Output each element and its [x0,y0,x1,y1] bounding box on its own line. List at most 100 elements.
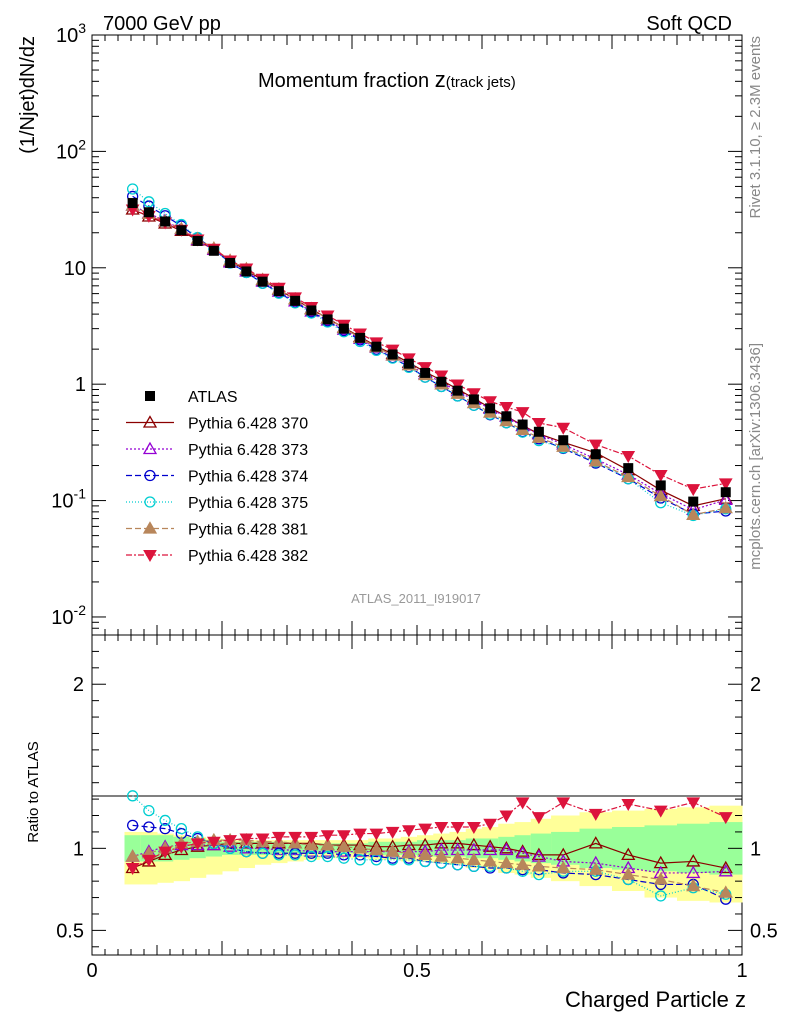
data-point-atlas [485,403,496,414]
data-point-atlas [192,235,203,246]
data-point-atlas [176,225,187,236]
ratio-y-tick-label-right: 1 [750,838,761,860]
ratio-point-pythia-6-428-382 [515,797,530,810]
ratio-point-pythia-6-428-381 [588,862,603,875]
ratio-y-axis-label: Ratio to ATLAS [25,741,42,842]
ratio-point-pythia-6-428-382 [304,831,319,844]
title-sub: (track jets) [446,74,516,91]
ratio-point-pythia-6-428-382 [467,822,481,835]
ratio-point-pythia-6-428-373 [304,844,319,857]
data-point-atlas [436,376,447,387]
ratio-point-pythia-6-428-381 [336,839,351,852]
ratio-point-pythia-6-428-382 [653,805,668,818]
ratio-point-pythia-6-428-382 [588,808,603,821]
data-point-atlas [371,341,382,352]
point-pythia-6-428-381 [653,488,668,502]
ratio-point-pythia-6-428-375 [305,850,318,863]
point-pythia-6-428-382 [621,451,636,464]
ratio-point-pythia-6-428-382 [174,841,189,854]
title-var: z [435,67,446,92]
legend-label: Pythia 6.428 381 [188,522,308,539]
ratio-point-pythia-6-428-382 [483,818,497,831]
data-point-atlas [225,257,236,268]
legend-label: Pythia 6.428 374 [188,469,308,486]
data-point-atlas [160,216,171,227]
ratio-point-pythia-6-428-382 [402,825,416,838]
point-pythia-6-428-381 [556,439,571,452]
legend-marker [143,550,157,563]
legend-marker [144,496,156,508]
ratio-point-pythia-6-428-382 [272,831,286,844]
legend-marker [142,521,158,534]
ratio-series-layer [125,790,733,905]
ratio-point-pythia-6-428-373 [499,842,514,856]
ratio-point-pythia-6-428-375 [240,845,253,858]
ratio-point-pythia-6-428-382 [718,812,733,825]
ratio-point-pythia-6-428-370 [483,839,498,852]
ratio-point-pythia-6-428-375 [289,849,301,861]
ratio-point-pythia-6-428-370 [499,841,514,854]
ratio-point-pythia-6-428-370 [588,836,603,849]
ratio-point-pythia-6-428-370 [450,836,465,849]
ratio-point-pythia-6-428-382 [125,863,140,876]
legend-label: Pythia 6.428 375 [188,495,308,512]
ratio-point-pythia-6-428-382 [239,833,254,846]
ratio-point-pythia-6-428-381 [718,885,733,898]
ratio-point-pythia-6-428-382 [142,854,156,867]
data-point-atlas [322,314,333,325]
data-point-atlas [403,358,414,369]
ratio-line-pythia-6-428-373 [132,844,726,874]
y-tick-label: 10 [64,258,86,280]
main-frame [91,34,743,636]
ratio-frame [91,634,743,956]
point-pythia-6-428-382 [653,469,668,482]
ratio-y-tick-label: 0.5 [56,920,84,942]
x-tick-label: 0.5 [403,960,431,982]
ratio-y-tick-label: 1 [73,838,84,860]
point-pythia-6-428-382 [686,484,701,497]
data-point-atlas [558,435,569,446]
ratio-point-pythia-6-428-382 [190,838,205,851]
ratio-point-pythia-6-428-382 [158,846,172,859]
series-line-pythia-6-428-373 [132,205,726,511]
point-pythia-6-428-382 [532,417,546,430]
header-left: 7000 GeV pp [103,13,221,35]
ratio-point-pythia-6-428-370 [621,847,636,861]
ratio-point-pythia-6-428-381 [483,854,498,867]
data-point-atlas [355,332,366,343]
ratio-point-pythia-6-428-374 [143,821,155,833]
ratio-point-pythia-6-428-374 [126,819,139,832]
legend-marker [142,441,158,455]
data-point-atlas [387,349,398,360]
legend-marker [145,391,155,401]
ratio-point-pythia-6-428-382 [288,831,302,844]
ratio-point-pythia-6-428-382 [418,823,432,836]
ratio-point-pythia-6-428-382 [207,836,221,849]
ratio-point-pythia-6-428-370 [718,860,733,874]
ratio-point-pythia-6-428-381 [466,852,481,865]
legend-label: Pythia 6.428 382 [188,548,308,565]
legend-label: Pythia 6.428 370 [188,416,308,433]
analysis-watermark: ATLAS_2011_I919017 [351,591,481,606]
ratio-point-pythia-6-428-370 [515,844,530,857]
data-point-atlas [338,323,349,334]
band-inner [677,823,710,873]
data-point-atlas [127,198,138,209]
y-tick-label: 102 [56,136,86,163]
data-point-atlas [720,487,731,498]
ratio-y-tick-label-right: 2 [750,674,761,696]
x-tick-label: 1 [736,960,747,982]
ratio-point-pythia-6-428-374 [159,822,171,835]
data-point-atlas [241,266,252,277]
ratio-point-pythia-6-428-381 [450,850,465,864]
ratio-point-pythia-6-428-375 [655,890,667,902]
ratio-point-pythia-6-428-382 [223,835,237,848]
ratio-point-pythia-6-428-373 [223,839,238,852]
legend-marker [144,469,156,482]
ratio-point-pythia-6-428-381 [385,844,400,857]
ratio-point-pythia-6-428-382 [337,830,351,843]
ratio-point-pythia-6-428-381 [401,845,416,859]
uncertainty-band [124,805,743,903]
legend: ATLAS Pythia 6.428 370 Pythia 6.428 373 Pyt… [126,389,308,565]
ratio-point-pythia-6-428-381 [531,859,546,872]
